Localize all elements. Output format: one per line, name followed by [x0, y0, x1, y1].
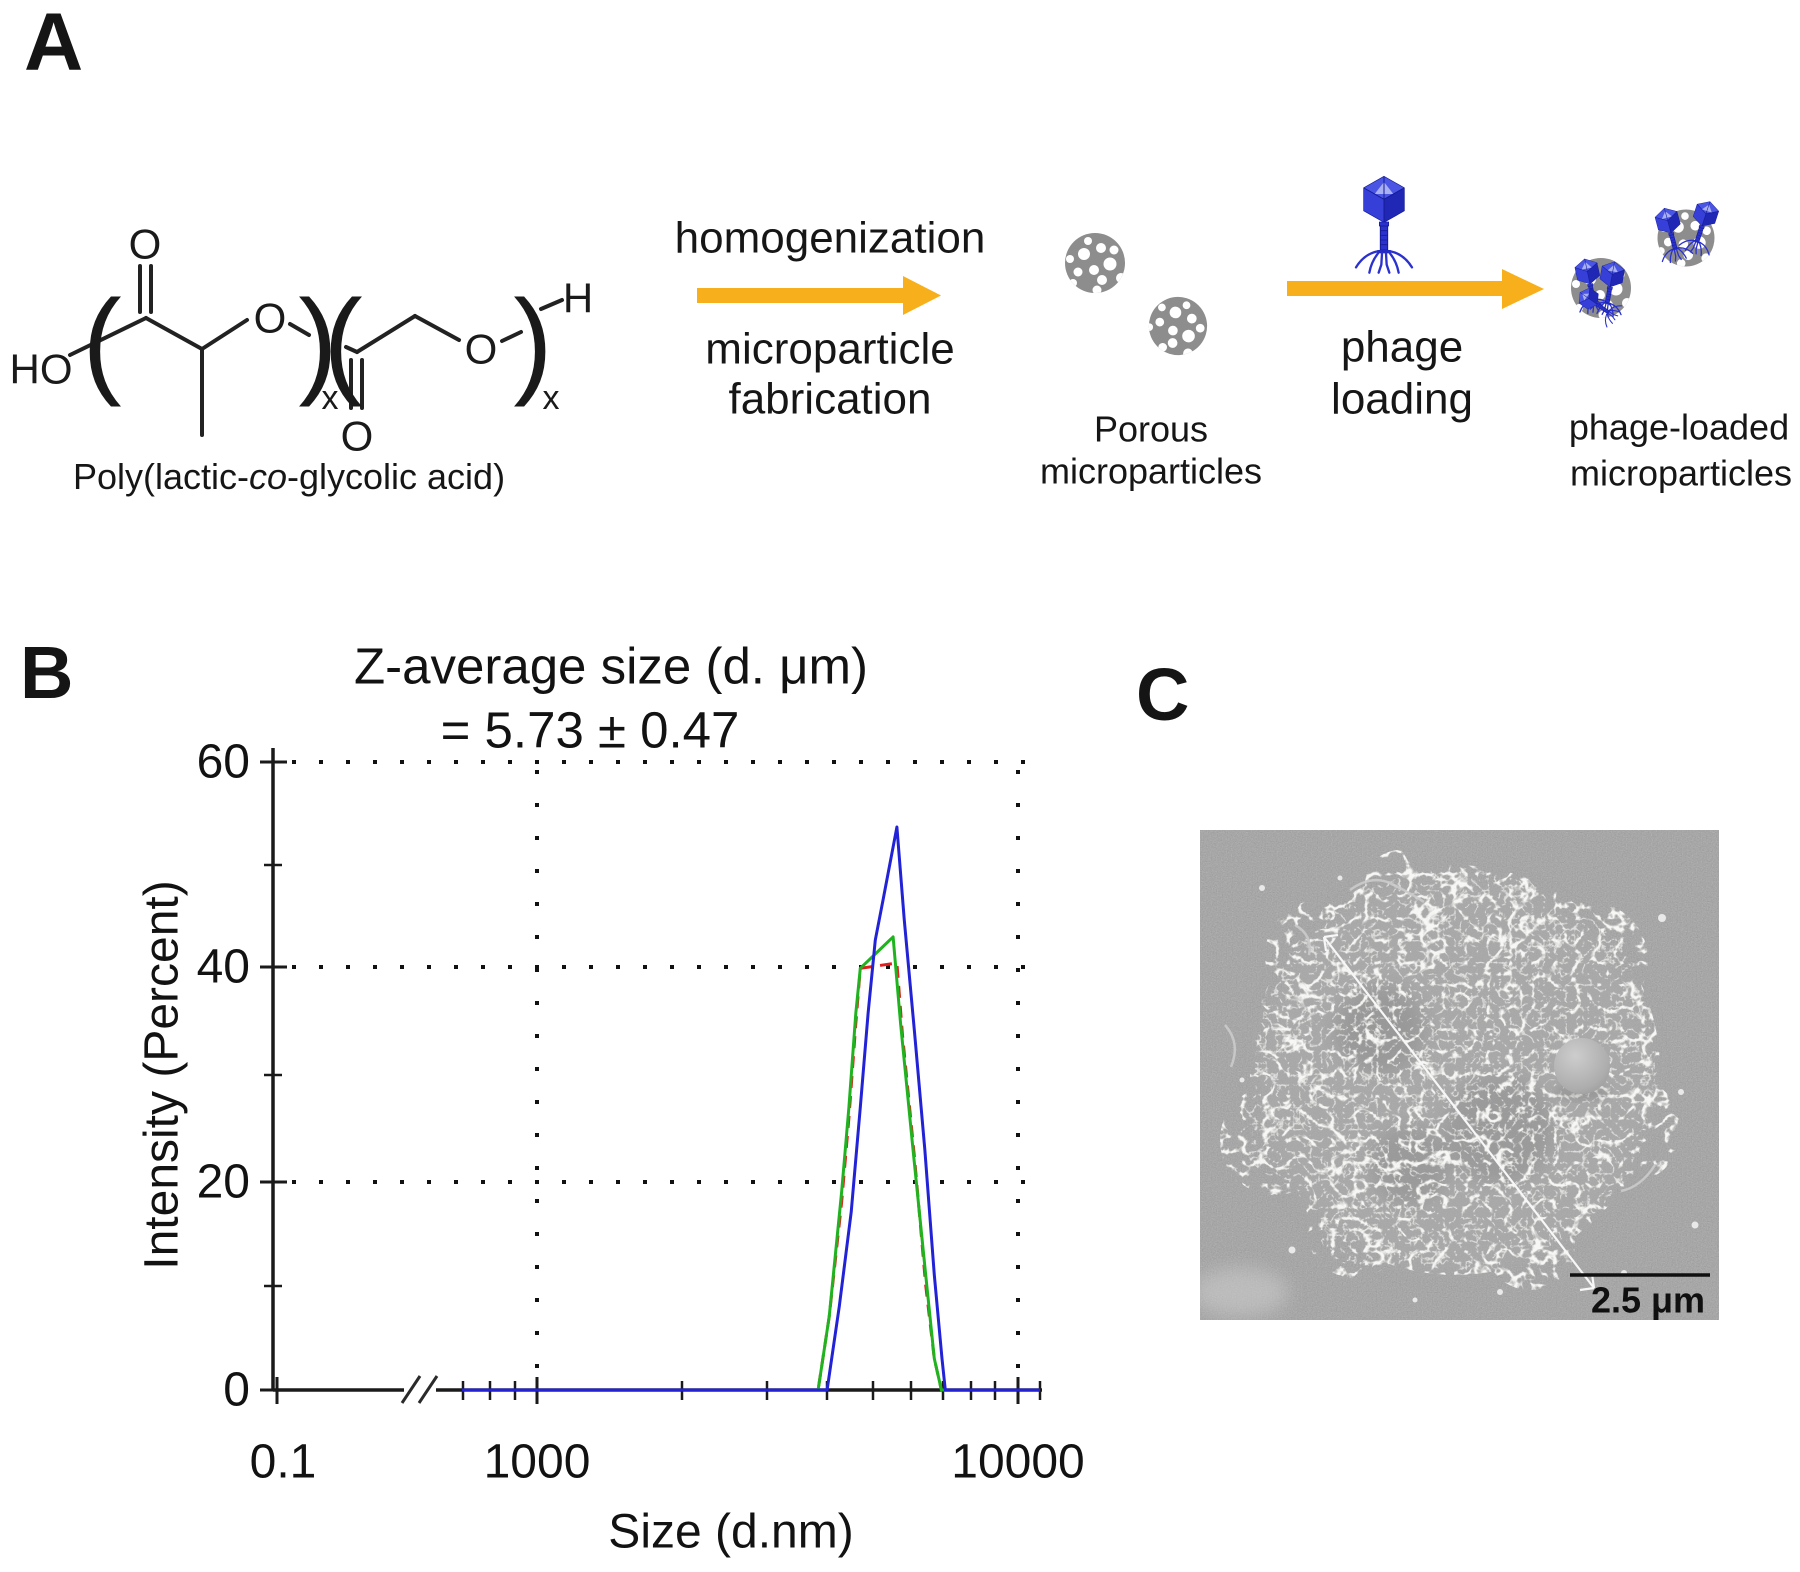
axes: [260, 748, 1042, 1404]
atom-o-ester-1: O: [254, 295, 287, 342]
porous-label-line2: microparticles: [1040, 451, 1262, 492]
loaded-label-line1: phage-loaded: [1569, 407, 1789, 448]
porous-microparticle-icon: [1065, 233, 1126, 295]
panel-c-label: C: [1136, 653, 1190, 736]
atom-h: H: [563, 275, 593, 322]
atom-o-ester-2: O: [465, 326, 498, 373]
phage-loaded-microparticle-icon: [1648, 196, 1726, 275]
y-tick-20: 20: [197, 1156, 250, 1209]
porous-label-line1: Porous: [1094, 409, 1208, 450]
y-tick-labels: 60 40 20 0: [197, 736, 250, 1417]
series-run-3: [462, 825, 1040, 1392]
x-tick-labels: 0.1 1000 10000: [250, 1436, 1085, 1489]
plga-structure: HO O O O O H ( ) ( ) x x Poly(lactic-co-…: [10, 221, 594, 497]
x-tick-1000: 1000: [484, 1436, 591, 1489]
chart-title-line2: = 5.73 ± 0.47: [441, 702, 740, 759]
microparticle-label: microparticle: [705, 325, 954, 374]
y-tick-40: 40: [197, 941, 250, 994]
paren-close-2: ): [513, 276, 552, 408]
panel-a-label: A: [24, 0, 84, 88]
loaded-label-line2: microparticles: [1570, 453, 1792, 494]
plga-atoms: HO O O O O H ( ) ( ) x x: [10, 221, 594, 460]
panel-b-label: B: [20, 631, 74, 714]
x-tick-10000: 10000: [951, 1436, 1084, 1489]
x-axis-title: Size (d.nm): [608, 1506, 853, 1559]
panel-a-schematic: HO O O O O H ( ) ( ) x x Poly(lactic-co-…: [10, 175, 1792, 497]
chart-title-line1: Z-average size (d. μm): [354, 638, 868, 695]
molecule-name-co: co: [249, 456, 287, 497]
loading-label: loading: [1331, 375, 1473, 424]
sem-stray-fibers: [1224, 878, 1657, 1193]
phage-loading-arrow: [1287, 269, 1544, 309]
paren-open-2: (: [323, 276, 362, 408]
series-run-2: [462, 935, 1040, 1392]
porous-microparticle-icon: [1136, 285, 1220, 369]
phage-label: phage: [1341, 323, 1463, 372]
sem-specks: [1239, 875, 1699, 1303]
y-axis-title: Intensity (Percent): [136, 880, 189, 1269]
y-tick-60: 60: [197, 736, 250, 789]
paren-open-1: (: [82, 276, 121, 408]
sem-image: 2.5 μm: [1200, 830, 1719, 1320]
y-tick-0: 0: [223, 1364, 250, 1417]
atom-ho: HO: [10, 346, 73, 393]
atom-o-carbonyl-1: O: [129, 221, 162, 268]
atom-o-carbonyl-2: O: [341, 413, 374, 460]
homogenization-label: homogenization: [675, 214, 986, 263]
subscript-x-2: x: [543, 379, 560, 417]
paren-close-1: ): [298, 276, 337, 408]
size-distribution-plot: Z-average size (d. μm) = 5.73 ± 0.47: [136, 638, 1085, 1559]
bacteriophage-icon: [1354, 175, 1414, 274]
axis-break: [400, 1375, 439, 1404]
series-run-1: [462, 961, 1040, 1392]
scale-bar-label: 2.5 μm: [1591, 1280, 1705, 1321]
plga-bonds: [68, 264, 564, 437]
subscript-x-1: x: [322, 379, 339, 417]
molecule-name: Poly(lactic-co-glycolic acid): [73, 456, 505, 497]
series-group: [462, 825, 1040, 1392]
fabrication-label: fabrication: [728, 375, 931, 424]
sem-fiber-web-fine: [1240, 870, 1655, 1270]
molecule-name-prefix: Poly(lactic-: [73, 456, 249, 497]
sem-sphere: [1554, 1038, 1610, 1101]
homogenization-arrow: [697, 276, 941, 315]
gridlines: [292, 760, 1042, 1386]
x-tick-0p1: 0.1: [250, 1436, 317, 1489]
phage-loaded-microparticle-icon: [1568, 255, 1632, 329]
molecule-name-suffix: -glycolic acid): [287, 456, 505, 497]
